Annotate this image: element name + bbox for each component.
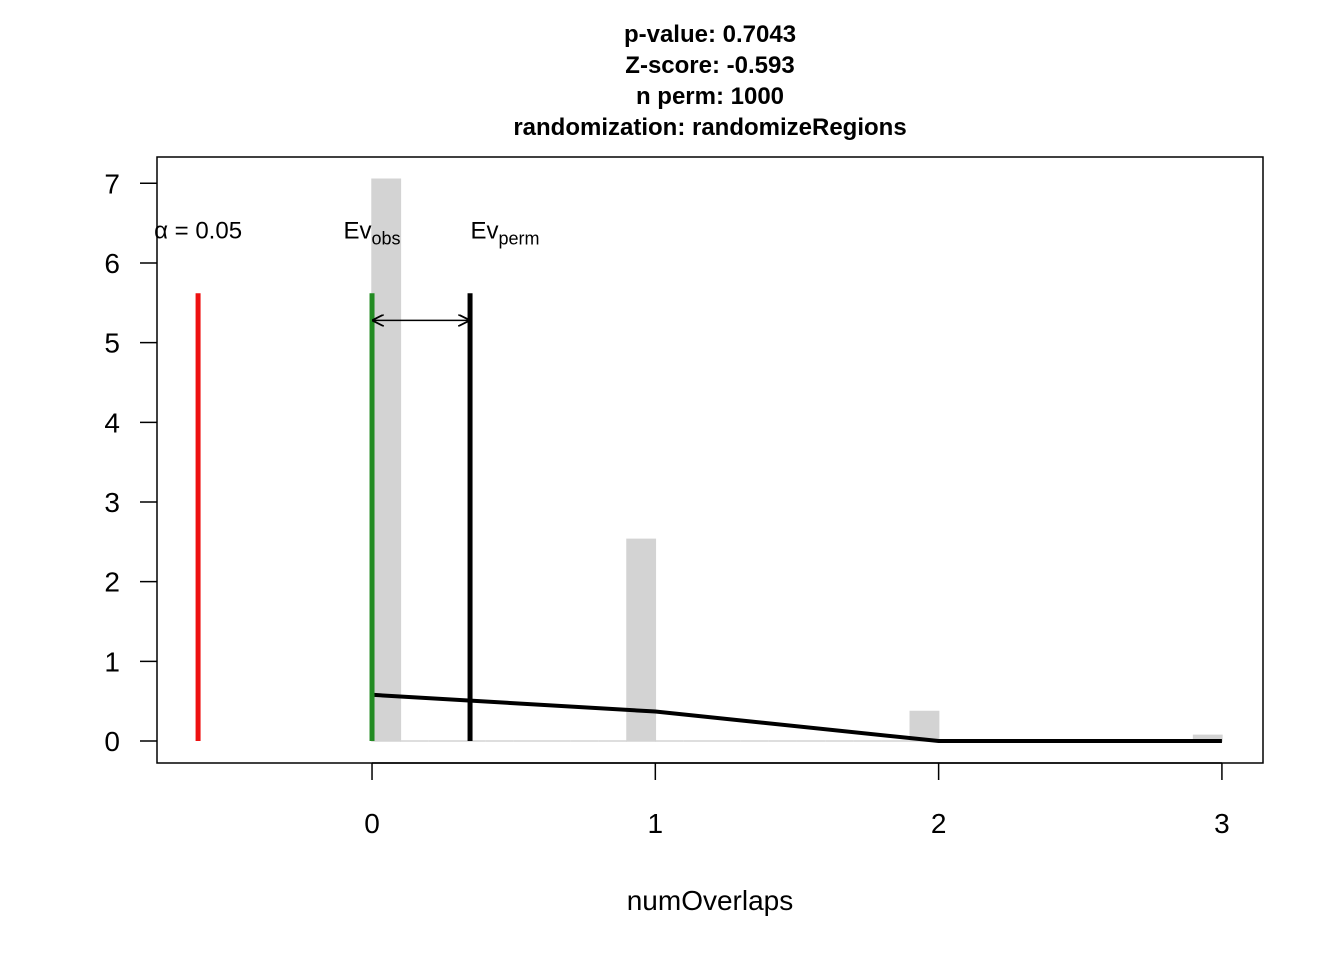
y-tick-label: 0 [104, 726, 120, 757]
y-tick-label: 5 [104, 328, 120, 359]
y-tick-label: 3 [104, 487, 120, 518]
y-tick-label: 7 [104, 168, 120, 199]
chart-title: n perm: 1000 [636, 83, 784, 110]
y-tick-label: 6 [104, 248, 120, 279]
alpha-label: α = 0.05 [154, 217, 242, 244]
x-tick-label: 0 [364, 808, 380, 839]
plot-frame [156, 156, 1264, 764]
x-axis-label: numOverlaps [627, 885, 794, 916]
bar [626, 538, 657, 742]
ev_perm-label: Evperm [471, 217, 540, 248]
label-sub: obs [372, 228, 401, 248]
y-tick-label: 2 [104, 567, 120, 598]
label-main: α = 0.05 [154, 217, 242, 244]
chart-title: randomization: randomizeRegions [513, 114, 906, 141]
chart-title: p-value: 0.7043 [624, 21, 796, 48]
label-main: Ev [344, 217, 372, 244]
x-tick-label: 3 [1214, 808, 1230, 839]
chart-title: Z-score: -0.593 [625, 52, 794, 79]
bar [371, 178, 402, 742]
label-main: Ev [471, 217, 499, 244]
label-sub: perm [499, 228, 540, 248]
ev_obs-label: Evobs [344, 217, 401, 248]
y-tick-label: 1 [104, 646, 120, 677]
x-tick-label: 1 [648, 808, 664, 839]
y-tick-label: 4 [104, 407, 120, 438]
x-tick-label: 2 [931, 808, 947, 839]
density-line [371, 692, 1222, 744]
